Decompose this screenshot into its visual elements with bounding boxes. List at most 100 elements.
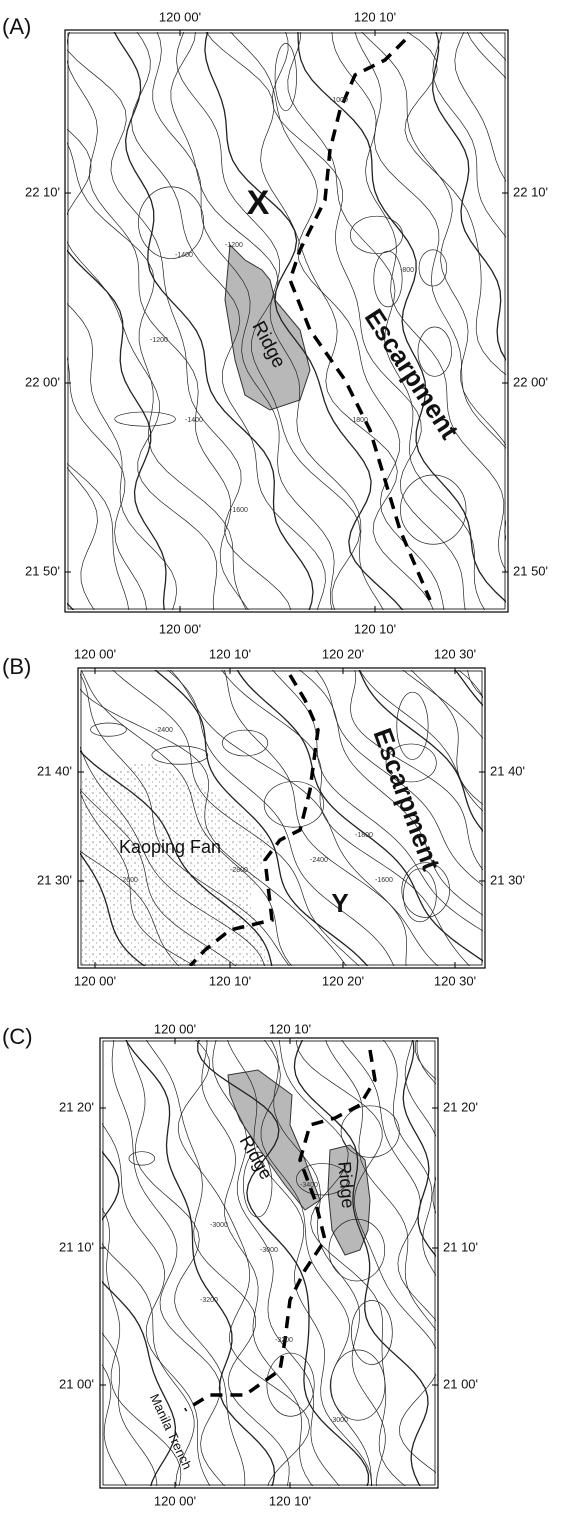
contour-closed xyxy=(263,781,325,828)
contours: -1200 -1000 -1400 -800 -1600 -1800 -1200 -1400 xyxy=(67,20,564,622)
contour-label: -2400 xyxy=(155,727,173,734)
contour-line xyxy=(341,1040,436,1322)
contour-line xyxy=(354,32,506,541)
contour-label: -2400 xyxy=(310,857,328,864)
frame-inner xyxy=(102,1040,436,1486)
contour-line xyxy=(470,1028,564,1498)
contour-line xyxy=(271,32,466,610)
contour-line xyxy=(80,750,273,966)
right-tick-label: 21 30' xyxy=(490,872,525,887)
contour-line xyxy=(359,670,483,812)
map-panel: -1200 -1000 -1400 -800 -1600 -1800 -1200 -1400 X… xyxy=(2,9,564,636)
contours: -2400 -2600 -2800 -1800 -1600 -2400 xyxy=(80,658,564,978)
right-tick-label: 21 20' xyxy=(443,1099,478,1114)
contour-label: -1400 xyxy=(185,417,203,424)
contour-line xyxy=(102,1150,177,1486)
contour-line xyxy=(404,1040,436,1214)
frame-inner xyxy=(67,32,506,610)
contour-closed xyxy=(351,1300,393,1365)
contour-line xyxy=(350,670,483,871)
contour-closed xyxy=(274,43,297,112)
top-tick-label: 120 20' xyxy=(322,646,364,661)
contour-line xyxy=(479,32,506,61)
contour-line xyxy=(315,670,483,887)
contour-line xyxy=(80,788,237,966)
contour-line xyxy=(416,1040,436,1085)
bottom-tick-label: 120 30' xyxy=(434,973,476,988)
feature-label: Ridge xyxy=(334,1161,358,1210)
contour-label: -800 xyxy=(400,267,414,274)
contour-line xyxy=(221,670,470,966)
contour-line xyxy=(80,852,146,966)
left-tick-label: 21 20' xyxy=(59,1099,94,1114)
contour-line xyxy=(154,670,369,966)
contour-line xyxy=(486,1028,564,1498)
contour-line xyxy=(102,1332,158,1486)
contour-line xyxy=(67,142,247,610)
contour-line xyxy=(152,32,335,610)
top-tick-label: 120 00' xyxy=(74,646,116,661)
contour-line xyxy=(454,32,506,182)
contour-label: -3000 xyxy=(330,1417,348,1424)
contour-line xyxy=(102,1243,195,1486)
contour-closed xyxy=(138,186,205,259)
contour-line xyxy=(493,658,564,978)
contour-line xyxy=(111,1040,225,1486)
contour-line xyxy=(331,32,506,572)
contour-label: -3400 xyxy=(300,1182,318,1189)
left-tick-label: 21 50' xyxy=(25,563,60,578)
contour-closed xyxy=(373,250,403,308)
contour-line xyxy=(67,467,98,610)
contour-line xyxy=(80,746,265,966)
contour-line xyxy=(227,1040,372,1486)
map-panel: -3000-3000-3200-3400-3000-3200RidgeRidge… xyxy=(2,1021,564,1508)
contour-line xyxy=(293,1040,429,1486)
contour-closed xyxy=(396,691,429,760)
contour-line xyxy=(67,602,75,610)
contour-label: -1200 xyxy=(150,337,168,344)
contour-line xyxy=(67,49,292,610)
contour-line xyxy=(278,1040,406,1486)
contour-closed xyxy=(401,862,450,918)
top-tick-label: 120 10' xyxy=(209,646,251,661)
top-tick-label: 120 00' xyxy=(154,1021,196,1036)
right-tick-label: 21 40' xyxy=(490,763,525,778)
panel-label: (B) xyxy=(2,654,31,679)
contour-line xyxy=(176,32,384,610)
contour-line xyxy=(80,688,347,966)
contour-line xyxy=(325,1040,436,1331)
contour-closed xyxy=(349,215,403,254)
contour-line xyxy=(67,128,218,610)
bottom-tick-label: 120 00' xyxy=(154,1493,196,1508)
contour-line xyxy=(80,850,180,966)
right-tick-label: 22 10' xyxy=(513,184,548,199)
contour-line xyxy=(432,32,506,238)
feature-label: Kaoping Fan xyxy=(119,837,221,857)
contour-closed xyxy=(385,743,437,783)
top-tick-label: 120 10' xyxy=(354,9,396,24)
frame-outer xyxy=(64,29,509,613)
left-tick-label: 21 40' xyxy=(37,763,72,778)
contour-label: -3200 xyxy=(275,1337,293,1344)
feature-label: Manila Trench xyxy=(147,1391,195,1471)
contour-line xyxy=(67,463,130,610)
contour-label: -3000 xyxy=(210,1222,228,1229)
left-tick-label: 21 00' xyxy=(59,1376,94,1391)
contour-line xyxy=(516,658,564,978)
contour-line xyxy=(361,32,506,446)
contour-label: -3200 xyxy=(200,1297,218,1304)
left-tick-label: 22 10' xyxy=(25,184,60,199)
contour-line xyxy=(296,1040,436,1473)
bottom-tick-label: 120 00' xyxy=(74,973,116,988)
contour-line xyxy=(515,20,564,622)
contour-line xyxy=(205,32,434,610)
contour-line xyxy=(125,1040,276,1486)
contour-line xyxy=(358,670,483,832)
contour-closed xyxy=(128,1151,156,1166)
feature-label: Y xyxy=(331,888,348,918)
contour-line xyxy=(297,32,506,603)
contour-line xyxy=(80,670,293,966)
frame-outer xyxy=(99,1037,439,1489)
panel-label: (C) xyxy=(2,1024,33,1049)
